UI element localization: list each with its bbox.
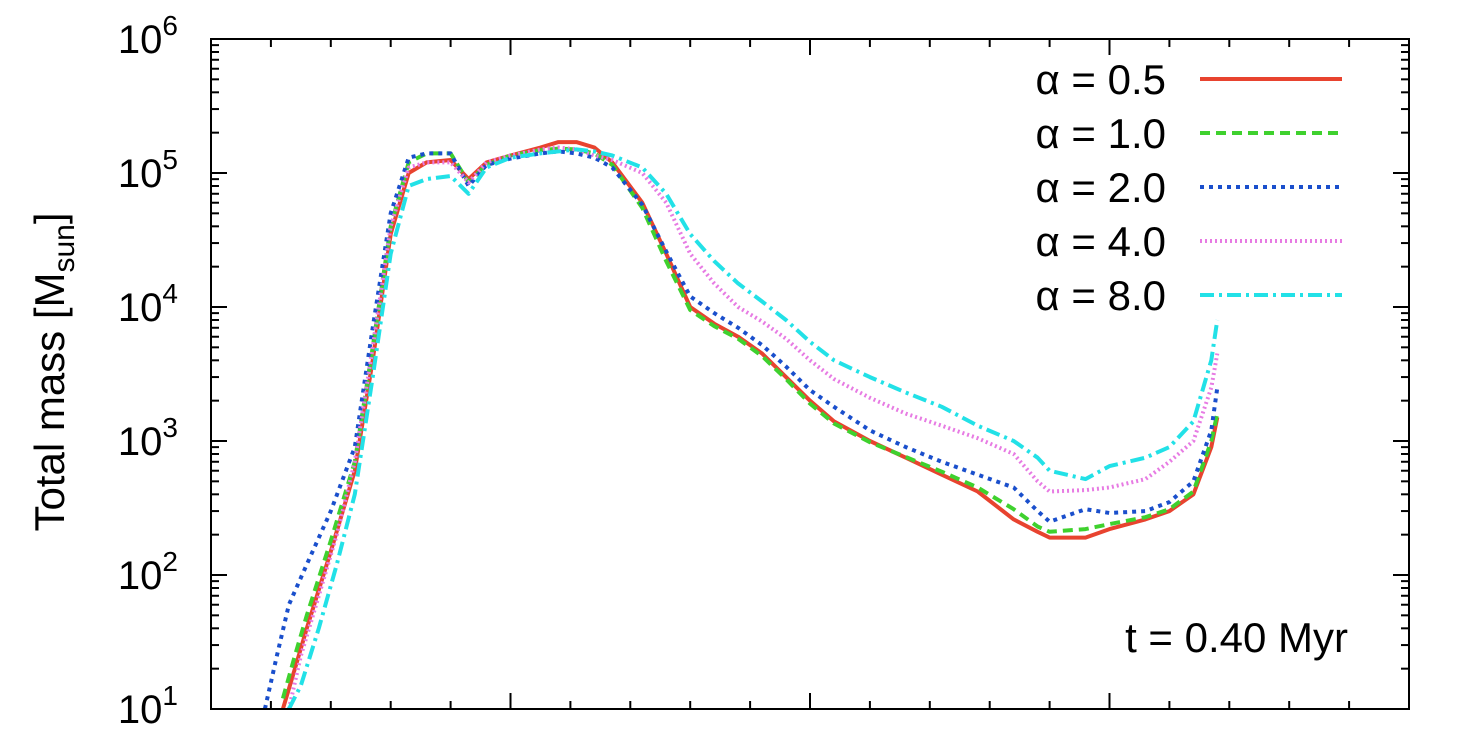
time-annotation: t = 0.40 Myr	[1125, 614, 1348, 661]
y-tick-label: 105	[118, 144, 178, 196]
legend-label-5: α = 8.0	[1035, 272, 1166, 319]
y-tick-label: 106	[118, 10, 178, 62]
y-axis-tick-labels: 101 102 103 104 105 106	[118, 10, 178, 732]
legend-label-1: α = 0.5	[1035, 56, 1166, 103]
y-tick-label: 103	[118, 412, 178, 464]
legend-label-2: α = 1.0	[1035, 110, 1166, 157]
y-axis-title: Total mass [Msun]	[26, 212, 81, 531]
legend: α = 0.5 α = 1.0 α = 2.0 α = 4.0 α = 8.0	[1035, 56, 1342, 319]
legend-label-4: α = 4.0	[1035, 218, 1166, 265]
series-line-2	[280, 146, 1220, 699]
legend-label-3: α = 2.0	[1035, 164, 1166, 211]
y-tick-label: 104	[118, 278, 178, 330]
series-layer	[262, 140, 1220, 709]
series-line-5	[287, 147, 1220, 709]
y-tick-label: 102	[118, 546, 178, 598]
y-tick-label: 101	[118, 680, 178, 732]
x-axis-ticks	[210, 39, 1410, 709]
y-axis-ticks	[211, 38, 1409, 710]
series-line-3	[262, 149, 1220, 709]
series-line-4	[286, 145, 1220, 709]
